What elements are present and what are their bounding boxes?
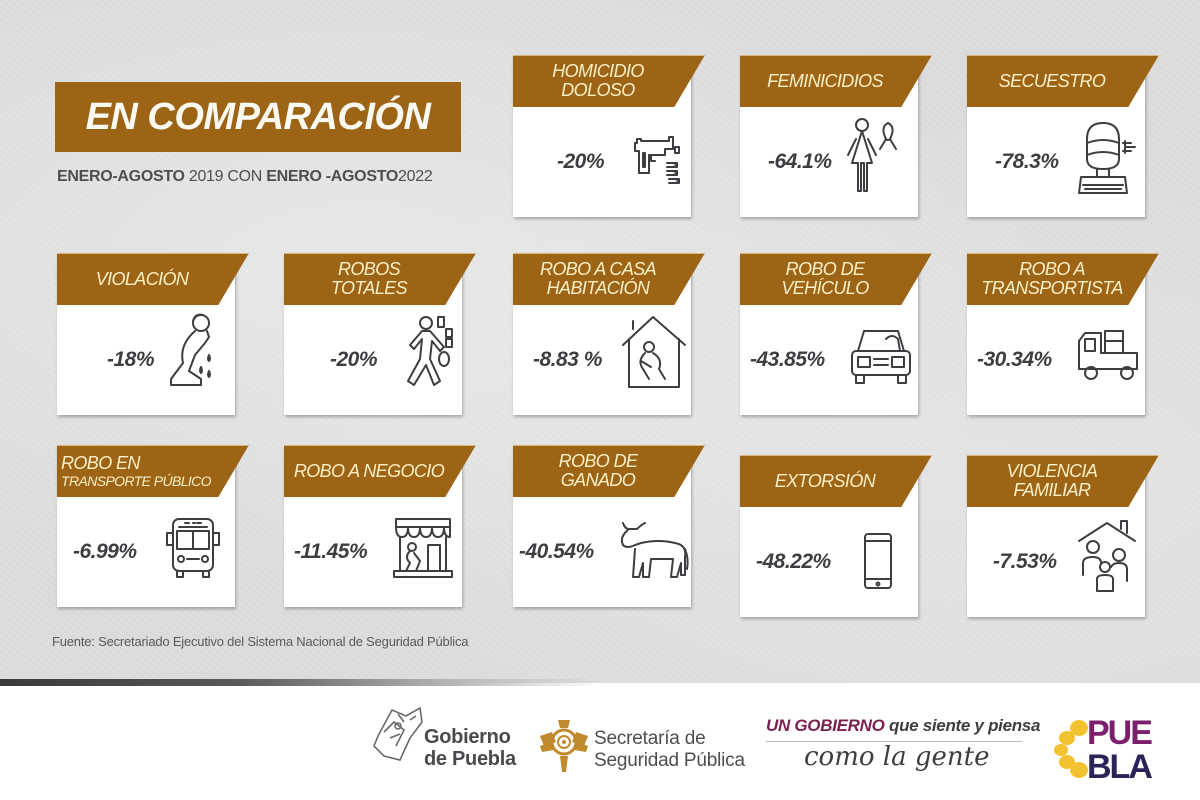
card-value: -11.45% [294,540,368,563]
card-value: -30.34% [977,348,1052,371]
card-value: -48.22% [756,550,831,573]
card-header-band [57,445,249,497]
car-icon [846,323,916,389]
card-value: -64.1% [768,150,832,173]
card-header-band [967,55,1159,107]
card-value: -18% [107,348,155,371]
card-value: -20% [330,348,378,371]
card-label: ROBOS TOTALES [330,259,408,298]
card-header-band [740,55,932,107]
gobierno-puebla-emblem-icon [373,706,423,761]
cow-icon [615,519,691,583]
card-label: SECUESTRO [998,70,1106,91]
family-house-icon [1077,517,1137,595]
card-header-band [967,253,1159,305]
card-header-band [513,445,705,497]
bus-icon [165,515,221,581]
card-header-band [513,55,705,107]
card-value: -6.99% [73,540,137,563]
card-label: ROBO A NEGOCIO [293,460,445,481]
card-secuestro: SECUESTRO -78.3% [967,55,1159,217]
card-header-band [284,445,476,497]
card-robo-vehiculo: ROBO DE VEHÍCULO -43.85% [740,253,932,415]
card-label: EXTORSIÓN [774,470,876,491]
puebla-brand-logo: PUE BLA [1053,708,1163,788]
card-header-band [740,455,932,507]
title-banner: EN COMPARACIÓN [55,82,461,152]
card-robo-casa-habitacion: ROBO A CASA HABITACIÓN -8.83 % [513,253,705,415]
period-end-label: ENERO -AGOSTO [266,168,399,185]
card-value: -7.53% [993,550,1057,573]
card-label: FEMINICIDIOS [767,70,883,91]
card-feminicidios: FEMINICIDIOS -64.1% [740,55,932,217]
page-title: EN COMPARACIÓN [85,95,431,138]
running-thief-icon [398,309,460,397]
card-label: ROBO DE GANADO [558,451,638,490]
card-header-band [967,455,1159,507]
card-label: ROBO EN TRANSPORTE PÚBLICO [61,452,212,489]
card-violacion: VIOLACIÓN -18% [57,253,249,415]
card-value: -8.83 % [533,348,602,371]
footer [0,686,1200,800]
ssp-emblem-icon [540,720,588,772]
card-header-band [740,253,932,305]
puebla-flower-icon [1054,720,1088,778]
card-header-band [57,253,249,305]
woman-ribbon-icon [840,113,902,203]
card-label: VIOLACIÓN [95,268,189,289]
card-robo-ganado: ROBO DE GANADO -40.54% [513,445,705,607]
period-subtitle: ENERO-AGOSTO 2019 CON ENERO -AGOSTO2022 [57,168,467,186]
footer-divider [0,679,1200,686]
card-value: -40.54% [519,540,594,563]
card-value: -43.85% [750,348,825,371]
card-value: -20% [557,150,605,173]
card-robo-transportista: ROBO A TRANSPORTISTA -30.34% [967,253,1159,415]
card-value: -78.3% [995,150,1059,173]
truck-icon [1075,325,1141,387]
card-label: ROBO DE VEHÍCULO [781,259,869,298]
card-label: VIOLENCIA FAMILIAR [1006,461,1098,500]
smartphone-icon [862,531,894,591]
card-robo-transporte-publico: ROBO EN TRANSPORTE PÚBLICO -6.99% [57,445,249,607]
card-header-band [513,253,705,305]
gobierno-puebla-logo: Gobierno de Puebla [370,700,520,780]
pistol-icon [625,123,687,187]
period-start-label: ENERO-AGOSTO [57,168,185,185]
card-label: ROBO A CASA HABITACIÓN [539,259,657,298]
government-slogan: UN GOBIERNO que siente y piensa como la … [766,716,1041,772]
card-robo-negocio: ROBO A NEGOCIO -11.45% [284,445,476,607]
card-homicidio-doloso: HOMICIDIO DOLOSO -20% [513,55,705,217]
card-extorsion: EXTORSIÓN -48.22% [740,455,932,617]
card-robos-totales: ROBOS TOTALES -20% [284,253,476,415]
period-end-year: 2022 [398,168,433,185]
hooded-hostage-icon [1075,113,1141,203]
card-violencia-familiar: VIOLENCIA FAMILIAR -7.53% [967,455,1159,617]
kneeling-crying-person-icon [165,309,227,393]
card-header-band [284,253,476,305]
source-note: Fuente: Secretariado Ejecutivo del Siste… [52,634,469,649]
period-start-year: 2019 CON [188,168,263,185]
card-label: ROBO A TRANSPORTISTA [981,259,1123,298]
storefront-thief-icon [392,515,454,581]
card-label: HOMICIDIO DOLOSO [552,61,644,100]
house-burglar-icon [619,309,689,395]
secretaria-seguridad-publica-logo: Secretaría de Seguridad Pública [538,718,748,778]
